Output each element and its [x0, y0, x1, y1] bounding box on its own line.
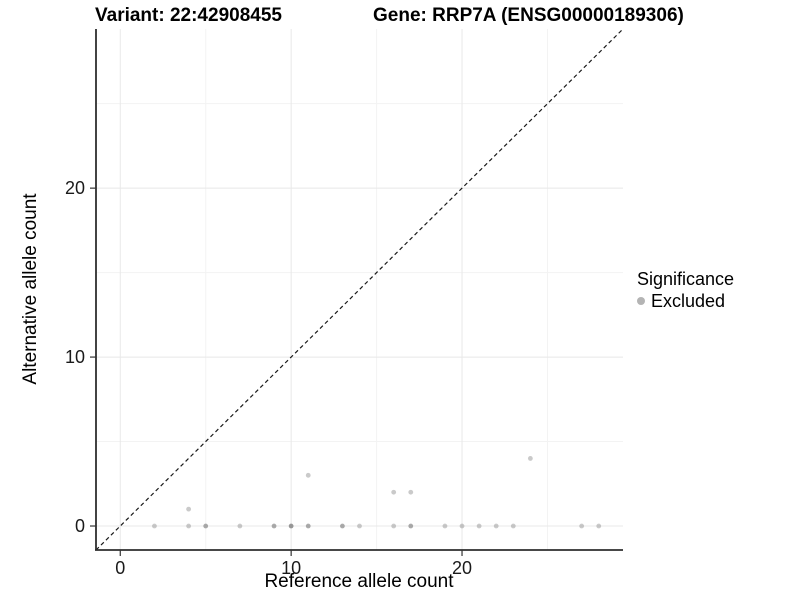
data-point: [271, 523, 277, 529]
gene-title: Gene: RRP7A (ENSG00000189306): [373, 5, 684, 26]
data-point: [459, 523, 465, 529]
data-point: [237, 523, 243, 529]
data-point: [391, 489, 397, 495]
data-point: [391, 523, 397, 529]
x-axis-title: Reference allele count: [96, 571, 623, 593]
data-point: [408, 489, 414, 495]
data-point: [510, 523, 516, 529]
data-point: [442, 523, 448, 529]
x-tick-label: 0: [115, 558, 125, 578]
variant-title: Variant: 22:42908455: [95, 5, 282, 26]
data-point: [527, 456, 533, 461]
y-tick-label: 0: [75, 516, 85, 536]
data-point: [579, 523, 585, 529]
data-point: [305, 523, 311, 529]
legend-item-label: Excluded: [651, 291, 726, 311]
x-tick-label: 10: [281, 558, 301, 578]
data-point: [305, 472, 311, 478]
y-tick-label: 20: [65, 178, 85, 198]
data-point: [596, 523, 602, 529]
identity-line: [95, 28, 624, 551]
data-point: [340, 523, 345, 529]
data-point: [152, 523, 157, 529]
legend-point-icon: [637, 297, 645, 305]
legend: Significance Excluded: [637, 269, 734, 311]
x-tick-label: 20: [452, 558, 472, 578]
data-point: [203, 523, 209, 529]
legend-title: Significance: [637, 269, 735, 289]
y-axis-title: Alternative allele count: [20, 193, 41, 385]
y-tick-label: 10: [65, 347, 85, 367]
data-point: [476, 523, 482, 529]
legend-item-excluded: Excluded: [637, 291, 734, 311]
data-point: [357, 523, 362, 529]
data-point: [186, 506, 192, 512]
x-axis-title-text: Reference allele count: [264, 571, 454, 592]
data-point: [288, 523, 294, 529]
data-point: [493, 523, 499, 529]
data-point: [186, 523, 192, 529]
data-point: [408, 523, 414, 529]
